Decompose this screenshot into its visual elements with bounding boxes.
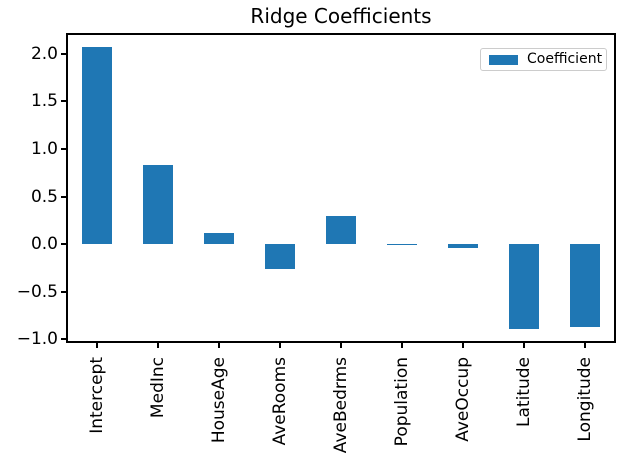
bar-aveoccup	[448, 244, 479, 248]
x-tick-label-text: AveBedrms	[331, 357, 351, 454]
x-tick-label-intercept: Intercept	[87, 357, 107, 434]
x-tick-label-text: Longitude	[575, 357, 596, 442]
bar-intercept	[81, 47, 112, 245]
x-tick-label-text: Latitude	[514, 357, 535, 427]
y-tick-label: −1.0	[16, 329, 58, 350]
x-tick-label-houseage: HouseAge	[209, 357, 229, 443]
x-tick-mark	[462, 343, 465, 348]
x-tick-label-averooms: AveRooms	[270, 357, 290, 445]
x-tick-label-text: AveOccup	[453, 357, 474, 442]
y-tick-mark	[61, 148, 66, 150]
legend-swatch	[489, 54, 518, 65]
y-tick-label: 1.0	[30, 139, 58, 159]
x-tick-mark	[523, 343, 526, 348]
y-tick-label: −0.5	[16, 281, 58, 302]
x-tick-label-medinc: MedInc	[148, 357, 168, 418]
bar-houseage	[203, 232, 234, 245]
x-tick-label-text: HouseAge	[208, 357, 229, 444]
bar-longitude	[570, 244, 601, 327]
bar-medinc	[142, 165, 173, 245]
legend: Coefficient	[480, 48, 607, 71]
bar-latitude	[509, 244, 540, 329]
x-tick-label-text: AveRooms	[269, 357, 290, 446]
y-tick-label: 2.0	[30, 43, 58, 64]
x-tick-label-latitude: Latitude	[514, 357, 534, 427]
x-tick-mark	[217, 343, 220, 348]
x-tick-mark	[401, 343, 404, 348]
y-tick-label: 1.5	[30, 91, 58, 112]
x-tick-mark	[278, 343, 281, 348]
x-tick-mark	[584, 343, 587, 348]
x-tick-label-text: Population	[392, 357, 413, 447]
y-tick-mark	[61, 243, 66, 246]
y-tick-mark	[61, 338, 66, 341]
legend-label: Coefficient	[527, 51, 603, 67]
x-tick-label-avebedrms: AveBedrms	[331, 357, 351, 453]
y-tick-mark	[61, 52, 66, 55]
x-tick-mark	[340, 343, 342, 348]
x-tick-mark	[95, 343, 98, 348]
x-tick-label-longitude: Longitude	[575, 357, 595, 442]
y-tick-mark	[61, 100, 66, 103]
y-tick-label: 0.5	[30, 186, 58, 207]
bar-avebedrms	[326, 215, 356, 245]
x-tick-mark	[156, 343, 159, 348]
y-tick-mark	[61, 195, 66, 198]
y-tick-mark	[61, 290, 66, 293]
chart-title: Ridge Coefficients	[250, 4, 432, 28]
x-tick-label-text: MedInc	[147, 357, 168, 419]
bar-averooms	[264, 244, 295, 269]
y-tick-label: 0.0	[30, 234, 58, 255]
x-tick-label-text: Intercept	[86, 357, 107, 434]
x-tick-label-aveoccup: AveOccup	[453, 357, 473, 442]
x-tick-label-population: Population	[392, 357, 412, 446]
